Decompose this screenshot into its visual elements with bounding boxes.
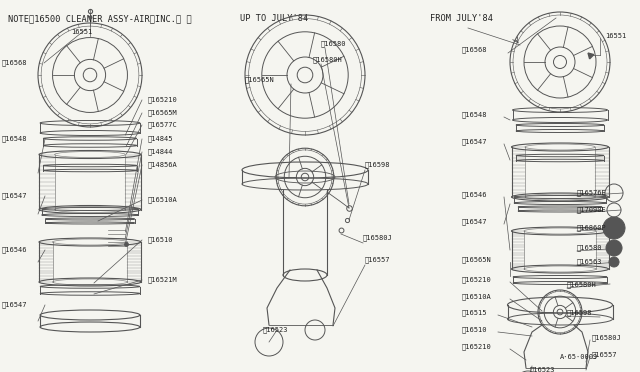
- Circle shape: [606, 240, 622, 256]
- Text: ※16548: ※16548: [2, 136, 28, 142]
- Text: ※16523: ※16523: [530, 367, 556, 372]
- Text: 16551: 16551: [605, 33, 627, 39]
- Text: NOTEㅥ16500 CLEANER ASSY-AIR（INC.※ ）: NOTEㅥ16500 CLEANER ASSY-AIR（INC.※ ）: [8, 14, 192, 23]
- Text: ※14845: ※14845: [148, 136, 173, 142]
- Text: ※16580H: ※16580H: [567, 282, 596, 288]
- Circle shape: [609, 257, 619, 267]
- Text: ※16577C: ※16577C: [148, 122, 178, 128]
- Text: ※165210: ※165210: [462, 277, 492, 283]
- Text: ※14856A: ※14856A: [148, 162, 178, 168]
- Text: ※16515: ※16515: [462, 310, 488, 316]
- Text: ※16557: ※16557: [592, 352, 618, 358]
- Text: ※16510A: ※16510A: [148, 197, 178, 203]
- Text: ※16521M: ※16521M: [148, 277, 178, 283]
- Text: ※16563: ※16563: [577, 259, 602, 265]
- Circle shape: [603, 217, 625, 239]
- Text: ※16565N: ※16565N: [462, 257, 492, 263]
- Text: ※16546: ※16546: [462, 192, 488, 198]
- Text: UP TO JULY'84: UP TO JULY'84: [240, 14, 308, 23]
- Text: ※16598: ※16598: [365, 162, 390, 168]
- Text: ※16565M: ※16565M: [148, 110, 178, 116]
- Text: ※165210: ※165210: [148, 97, 178, 103]
- Text: ※16547: ※16547: [462, 219, 488, 225]
- Text: ※16546: ※16546: [2, 247, 28, 253]
- Text: ※16568: ※16568: [462, 47, 488, 53]
- Text: ※165210: ※165210: [462, 344, 492, 350]
- Text: ※16576E: ※16576E: [577, 190, 607, 196]
- Text: 16551: 16551: [72, 29, 93, 35]
- Text: ※16547: ※16547: [462, 139, 488, 145]
- Text: ※16547: ※16547: [2, 193, 28, 199]
- Text: A·65·0009: A·65·0009: [560, 354, 598, 360]
- Text: ※17090E: ※17090E: [577, 207, 607, 213]
- Text: ※14844: ※14844: [148, 149, 173, 155]
- Text: ※16557: ※16557: [365, 257, 390, 263]
- Text: ※16568: ※16568: [2, 60, 28, 66]
- Text: ※16547: ※16547: [2, 302, 28, 308]
- Text: ※16580H: ※16580H: [313, 57, 343, 63]
- Text: ※16598: ※16598: [567, 310, 593, 316]
- Text: ※16548: ※16548: [462, 112, 488, 118]
- Text: ※16565N: ※16565N: [245, 77, 275, 83]
- Text: ※16510A: ※16510A: [462, 294, 492, 300]
- Text: ※16860P: ※16860P: [577, 225, 607, 231]
- Text: ※16510: ※16510: [148, 237, 173, 243]
- Text: ※16580: ※16580: [321, 41, 346, 47]
- Text: ※16580: ※16580: [577, 245, 602, 251]
- Text: ※16580J: ※16580J: [592, 335, 621, 341]
- Text: ※16580J: ※16580J: [363, 235, 393, 241]
- Text: ※16510: ※16510: [462, 327, 488, 333]
- Text: ※16523: ※16523: [263, 327, 289, 333]
- Text: FROM JULY'84: FROM JULY'84: [430, 14, 493, 23]
